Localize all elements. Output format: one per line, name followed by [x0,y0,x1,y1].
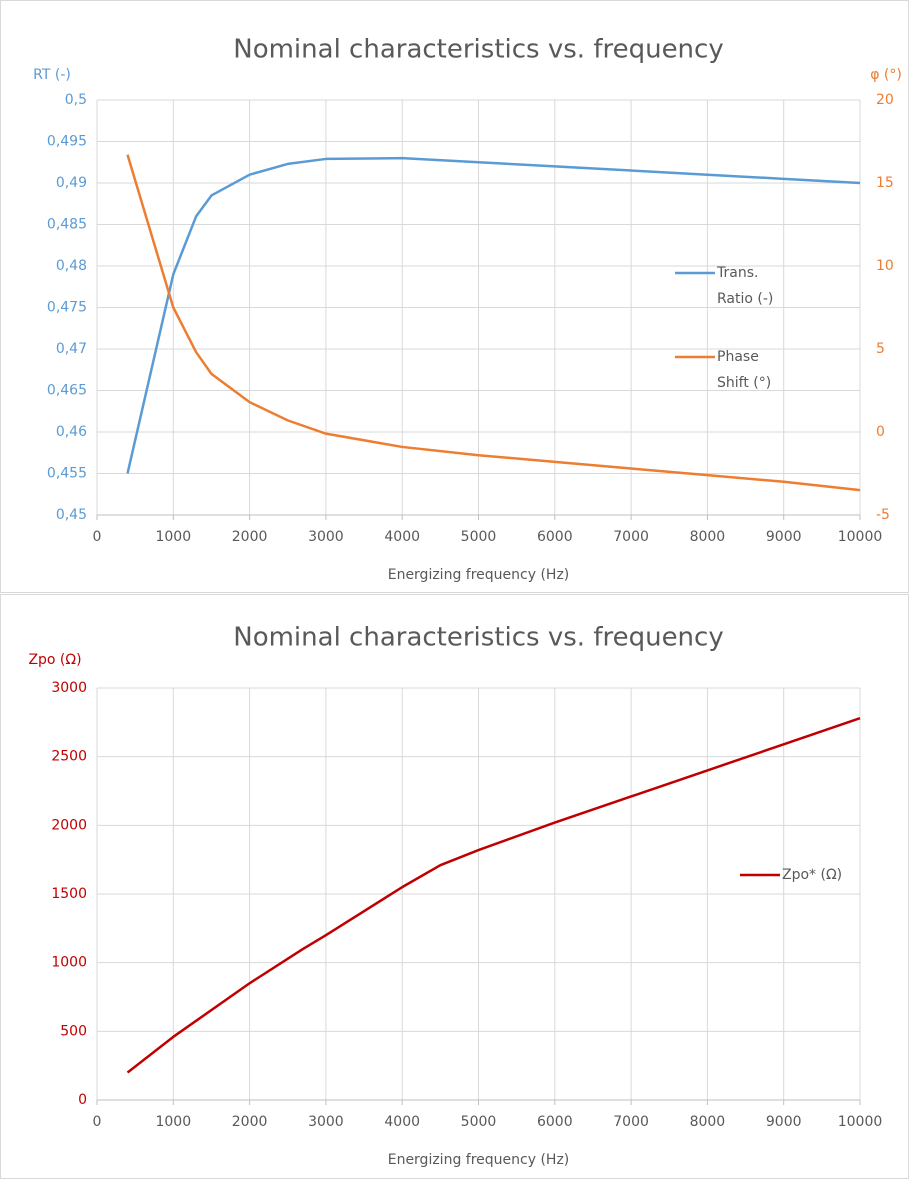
y-tick-label: 0,5 [65,92,87,108]
y-tick-label: 0,495 [47,134,87,150]
y-axis-title: RT (-) [33,67,71,83]
x-tick-label: 6000 [537,1114,573,1130]
legend-entry: Trans. Ratio (-) [717,265,774,307]
series-line [126,717,861,1074]
x-tick-label: 0 [93,1114,102,1130]
y-tick-label: 3000 [51,680,87,696]
x-tick-label: 0 [93,529,102,545]
x-tick-label: 9000 [766,529,802,545]
y-tick-label: 0,46 [56,424,87,440]
x-tick-label: 4000 [384,1114,420,1130]
chart-title: Nominal characteristics vs. frequency [233,35,723,65]
x-tick-label: 7000 [613,529,649,545]
x-tick-label: 9000 [766,1114,802,1130]
legend-label: Trans. Ratio (-) [717,265,774,307]
x-tick-label: 10000 [838,529,883,545]
x-tick-label: 3000 [308,1114,344,1130]
y2-tick-label: 15 [876,175,894,191]
x-tick-label: 2000 [232,1114,268,1130]
y-tick-label: 2000 [51,817,87,833]
x-tick-label: 7000 [613,1114,649,1130]
x-tick-label: 3000 [308,529,344,545]
y-tick-label: 0 [78,1092,87,1108]
chart-frame [0,594,909,1179]
y-tick-label: 0,455 [47,466,87,482]
y-tick-label: 500 [60,1023,87,1039]
x-tick-label: 8000 [690,529,726,545]
x-tick-label: 10000 [838,1114,883,1130]
x-tick-label: 6000 [537,529,573,545]
chart-title: Nominal characteristics vs. frequency [233,623,723,653]
y-tick-label: 0,475 [47,300,87,316]
x-tick-label: 1000 [155,529,191,545]
legend-label: Zpo* (Ω) [782,867,843,883]
series-line [126,154,861,492]
x-tick-label: 5000 [461,529,497,545]
y2-tick-label: -5 [876,507,890,523]
y-axis-title: Zpo (Ω) [28,652,81,668]
y-tick-label: 0,485 [47,217,87,233]
x-axis-title: Energizing frequency (Hz) [388,1152,570,1168]
y-tick-label: 2500 [51,749,87,765]
y-tick-label: 1000 [51,955,87,971]
y2-tick-label: 0 [876,424,885,440]
y-tick-label: 0,465 [47,383,87,399]
x-axis-title: Energizing frequency (Hz) [388,567,570,583]
legend-label: Phase Shift (°) [717,349,772,391]
y2-tick-label: 5 [876,341,885,357]
x-tick-label: 2000 [232,529,268,545]
x-tick-label: 4000 [384,529,420,545]
x-tick-label: 1000 [155,1114,191,1130]
y2-tick-label: 10 [876,258,894,274]
legend-entry: Zpo* (Ω) [782,867,843,883]
series-line [126,156,861,474]
y-tick-label: 0,49 [56,175,87,191]
y-tick-label: 0,48 [56,258,87,274]
y-tick-label: 0,45 [56,507,87,523]
y2-tick-label: 20 [876,92,894,108]
y2-axis-title: φ (°) [870,67,902,83]
y-tick-label: 1500 [51,886,87,902]
x-tick-label: 8000 [690,1114,726,1130]
x-tick-label: 5000 [461,1114,497,1130]
legend-entry: Phase Shift (°) [717,349,772,391]
y-tick-label: 0,47 [56,341,87,357]
